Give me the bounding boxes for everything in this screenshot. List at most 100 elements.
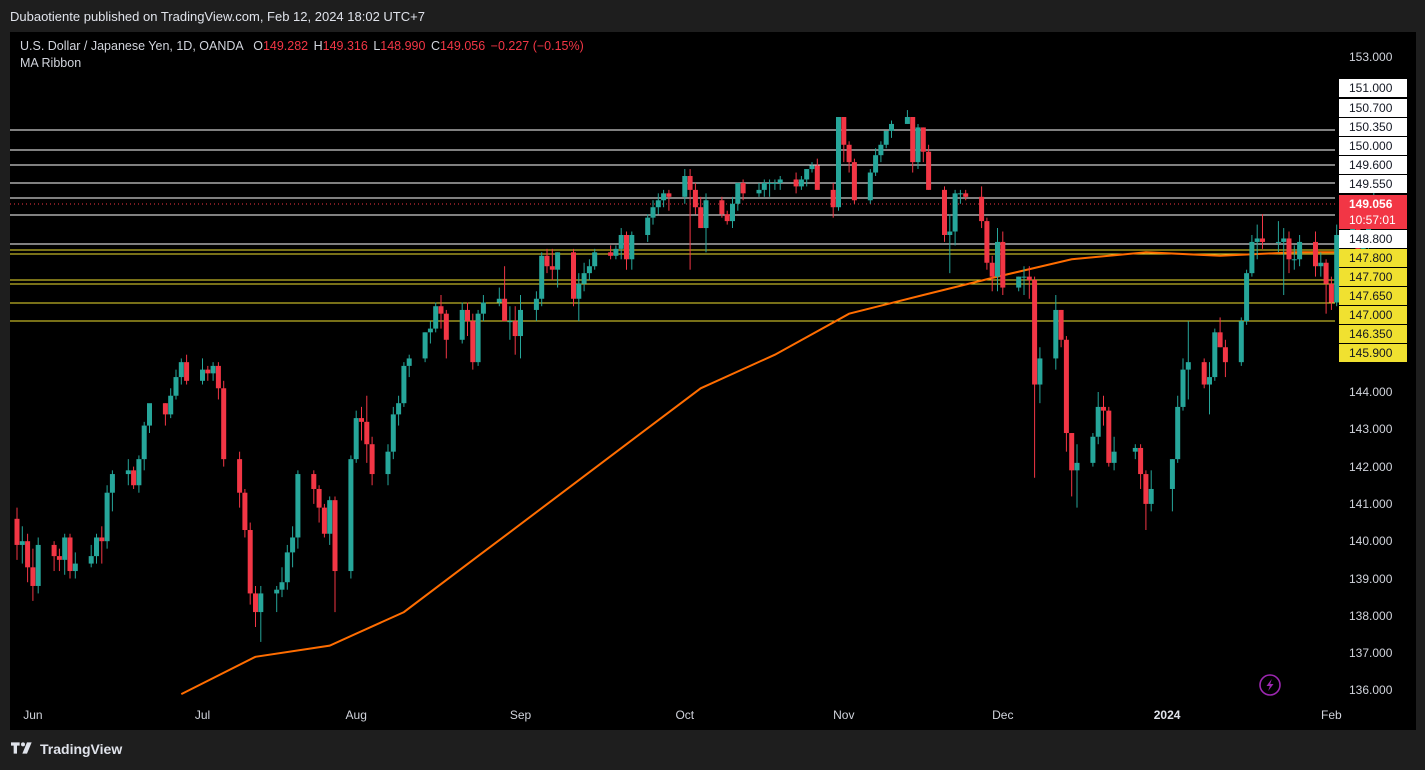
- candle-body: [470, 321, 476, 363]
- close-value: 149.056: [439, 39, 486, 53]
- level-tag-yellow: [1339, 249, 1407, 267]
- candle: [200, 358, 205, 385]
- candle: [539, 252, 545, 307]
- candle-body: [162, 403, 168, 415]
- price-tick-label: 143.000: [1349, 422, 1393, 436]
- candle-body: [719, 200, 725, 215]
- level-tag-label: 150.350: [1349, 120, 1393, 134]
- candle: [624, 231, 629, 270]
- candle-body: [629, 234, 635, 260]
- candle-body: [1063, 339, 1069, 434]
- candle: [915, 123, 921, 170]
- candle: [125, 459, 131, 486]
- candle-body: [740, 182, 746, 194]
- candle: [109, 470, 115, 512]
- candle-body: [253, 593, 258, 613]
- horizontal-levels: [10, 129, 1335, 322]
- candle-body: [173, 377, 179, 396]
- time-axis[interactable]: Jun Jul Aug Sep Oct Nov Dec 2024 Feb: [23, 708, 1342, 722]
- lightning-icon[interactable]: [1259, 674, 1281, 696]
- candle-body: [910, 117, 916, 163]
- time-tick-label: Feb: [1321, 708, 1342, 722]
- candle: [618, 228, 624, 260]
- candle-body: [1286, 238, 1292, 260]
- candle-body: [889, 123, 894, 131]
- candle-body: [141, 425, 147, 460]
- candle-body: [401, 365, 407, 404]
- candle: [984, 217, 990, 270]
- time-tick-label: Dec: [992, 708, 1013, 722]
- candle: [56, 548, 62, 572]
- candle-body: [586, 266, 592, 274]
- price-axis[interactable]: 153.000 144.000 143.000 142.000 141.000 140.0…: [1349, 50, 1393, 697]
- candle-body: [1132, 447, 1138, 452]
- candle: [353, 410, 359, 463]
- candle: [1138, 444, 1144, 489]
- candle: [19, 526, 25, 564]
- candle: [390, 406, 396, 460]
- candle: [814, 158, 820, 190]
- candle-body: [184, 362, 190, 381]
- candle-body: [1222, 347, 1228, 363]
- candle: [1275, 221, 1281, 253]
- indicator-label[interactable]: MA Ribbon: [20, 56, 82, 70]
- candle: [284, 544, 290, 590]
- candle-body: [1000, 241, 1006, 288]
- price-tick-label: 142.000: [1349, 460, 1393, 474]
- symbol-title[interactable]: U.S. Dollar / Japanese Yen, 1D, OANDA: [20, 39, 244, 53]
- chart-area[interactable]: 153.000 144.000 143.000 142.000 141.000 140.0…: [10, 32, 1416, 730]
- candle-body: [99, 537, 105, 542]
- candle: [1058, 309, 1064, 348]
- candle-body: [35, 544, 41, 586]
- candle-body: [798, 179, 804, 187]
- candle: [279, 567, 285, 598]
- candle: [359, 406, 364, 441]
- candle: [72, 552, 78, 579]
- candle: [401, 362, 407, 407]
- level-tag-yellow: [1339, 287, 1407, 305]
- candle: [1106, 406, 1112, 467]
- candle: [1238, 317, 1244, 366]
- candle-body: [867, 172, 873, 201]
- candle: [533, 291, 539, 322]
- candle: [475, 309, 481, 366]
- candle-body: [995, 241, 1000, 277]
- level-tag-white: [1339, 175, 1407, 193]
- candle-body: [242, 492, 248, 531]
- candle-body: [1323, 262, 1329, 284]
- candle-body: [698, 207, 704, 229]
- candle-body: [581, 273, 587, 284]
- candle-body: [433, 306, 439, 329]
- price-tick-label: 141.000: [1349, 497, 1393, 511]
- candle: [1334, 224, 1340, 307]
- level-tag-yellow: [1339, 306, 1407, 324]
- candle-body: [136, 459, 142, 486]
- high-value: 149.316: [322, 39, 368, 53]
- candle-body: [1244, 273, 1250, 322]
- candle: [873, 148, 879, 176]
- low-label: L: [373, 39, 381, 53]
- candle-body: [1275, 241, 1281, 243]
- candle: [136, 455, 142, 493]
- candle: [592, 248, 598, 270]
- candle: [740, 179, 746, 201]
- candle: [1318, 252, 1324, 277]
- candle-body: [1095, 406, 1101, 437]
- candle-body: [274, 589, 280, 594]
- candle: [438, 295, 444, 329]
- candle: [942, 186, 947, 242]
- candle-body: [1032, 280, 1038, 385]
- candle-body: [221, 388, 227, 460]
- level-tag-white: [1339, 118, 1407, 136]
- candle: [777, 176, 783, 190]
- candle: [274, 585, 280, 613]
- candle-body: [544, 255, 550, 267]
- candle: [979, 186, 985, 229]
- candle: [910, 117, 916, 173]
- candle-body: [348, 459, 354, 572]
- candle: [385, 444, 391, 486]
- candle: [1090, 433, 1096, 467]
- level-tag-label: 151.000: [1349, 81, 1393, 95]
- tradingview-logo[interactable]: TradingView: [11, 741, 122, 757]
- price-chart[interactable]: 153.000 144.000 143.000 142.000 141.000 140.0…: [10, 32, 1416, 730]
